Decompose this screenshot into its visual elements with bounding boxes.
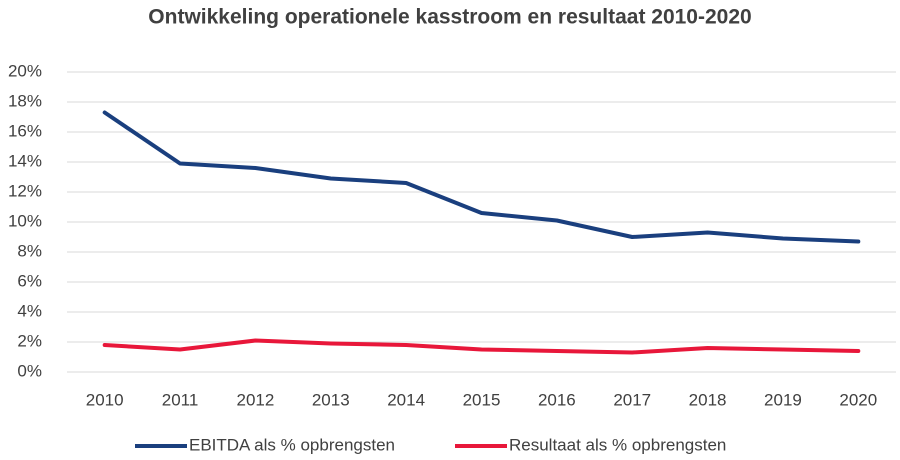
x-tick-label: 2018 bbox=[689, 390, 727, 409]
y-tick-label: 0% bbox=[17, 361, 42, 380]
x-tick-label: 2010 bbox=[86, 390, 124, 409]
x-tick-label: 2019 bbox=[764, 390, 802, 409]
y-tick-label: 14% bbox=[8, 151, 42, 170]
x-tick-label: 2011 bbox=[162, 390, 199, 409]
x-tick-label: 2014 bbox=[387, 390, 425, 409]
y-tick-label: 12% bbox=[8, 181, 42, 200]
legend-label: Resultaat als % opbrengsten bbox=[509, 435, 726, 454]
y-tick-label: 2% bbox=[17, 331, 42, 350]
series-line bbox=[102, 338, 861, 355]
y-tick-label: 8% bbox=[17, 241, 42, 260]
y-tick-label: 6% bbox=[17, 271, 42, 290]
y-tick-label: 10% bbox=[8, 211, 42, 230]
y-tick-label: 16% bbox=[8, 121, 42, 140]
y-tick-label: 4% bbox=[17, 301, 42, 320]
x-tick-label: 2013 bbox=[312, 390, 350, 409]
x-tick-label: 2017 bbox=[613, 390, 651, 409]
series-line bbox=[102, 110, 861, 244]
x-tick-label: 2015 bbox=[463, 390, 501, 409]
x-tick-label: 2020 bbox=[839, 390, 877, 409]
y-tick-label: 20% bbox=[8, 61, 42, 80]
chart-title: Ontwikkeling operationele kasstroom en r… bbox=[148, 6, 751, 29]
legend-label: EBITDA als % opbrengsten bbox=[189, 435, 395, 454]
y-tick-label: 18% bbox=[8, 91, 42, 110]
x-tick-label: 2016 bbox=[538, 390, 576, 409]
x-tick-label: 2012 bbox=[236, 390, 274, 409]
